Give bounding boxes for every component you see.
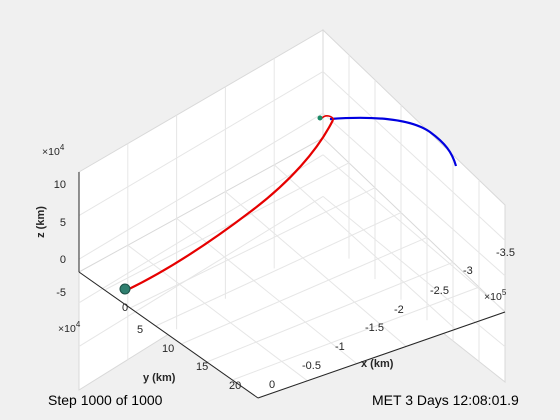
grid-line (155, 212, 402, 327)
z-tick-label: 10 (54, 179, 66, 191)
grid-line (104, 162, 350, 291)
x-tick-label: 0 (269, 379, 275, 391)
x-axis: 0 -0.5 -1 -1.5 -2 -2.5 -3 -3.5 ×105 x (k… (269, 247, 515, 391)
y-tick-label: 15 (196, 361, 208, 373)
grid-line (225, 191, 407, 347)
grid-line (127, 244, 308, 382)
y-tick-label: 10 (162, 343, 174, 355)
x-axis-label: x (km) (361, 358, 394, 370)
x-tick-label: -2.5 (430, 285, 449, 297)
y-tick-label: 20 (229, 380, 241, 392)
spacecraft-trajectory-line (126, 119, 334, 291)
x-tick-label: -1 (335, 341, 345, 353)
grid-line (129, 187, 376, 309)
grid-line (206, 261, 454, 363)
y-axis-label: y (km) (143, 372, 176, 384)
earth-marker (119, 283, 131, 295)
grid-line (78, 195, 324, 347)
y-tick-label: 0 (122, 302, 128, 314)
z-tick-label: 5 (60, 217, 66, 229)
x-tick-label: -3.5 (496, 247, 515, 259)
grid-line (322, 71, 506, 241)
z-tick-label: -5 (56, 287, 66, 299)
grid-line (232, 286, 480, 381)
grid-line (322, 196, 506, 347)
x-axis-exponent: ×105 (484, 288, 507, 303)
grid-line (181, 236, 428, 345)
z-axis-label: z (km) (35, 206, 47, 238)
x-tick-label: -0.5 (302, 360, 321, 372)
spacecraft-marker (317, 115, 323, 121)
z-tick-label: 0 (60, 254, 66, 266)
x-tick-label: -1.5 (365, 322, 384, 334)
step-counter: Step 1000 of 1000 (48, 392, 163, 408)
axis-box-edge (78, 271, 259, 399)
y-axis-exponent: ×104 (58, 320, 81, 335)
grid-lines (78, 55, 506, 382)
grid-line (78, 112, 324, 260)
x-tick-label: -2 (394, 304, 404, 316)
grid-line (273, 164, 456, 330)
y-tick-label: 5 (137, 324, 143, 336)
z-axis-exponent: ×104 (42, 143, 65, 158)
grid-line (322, 154, 506, 312)
moon-flyby-loop (321, 115, 335, 121)
moon-orbit-line (329, 116, 458, 167)
mission-elapsed-time: MET 3 Days 12:08:01.9 (372, 392, 519, 408)
y-axis: 0 5 10 15 20 ×104 y (km) (58, 302, 241, 392)
axis-box-edge (257, 311, 506, 399)
grid-line (78, 71, 324, 217)
x-tick-label: -3 (463, 265, 473, 277)
z-axis: 10 5 0 -5 ×104 z (km) (35, 143, 66, 299)
grid-line (322, 112, 506, 277)
grid-line (78, 154, 324, 304)
